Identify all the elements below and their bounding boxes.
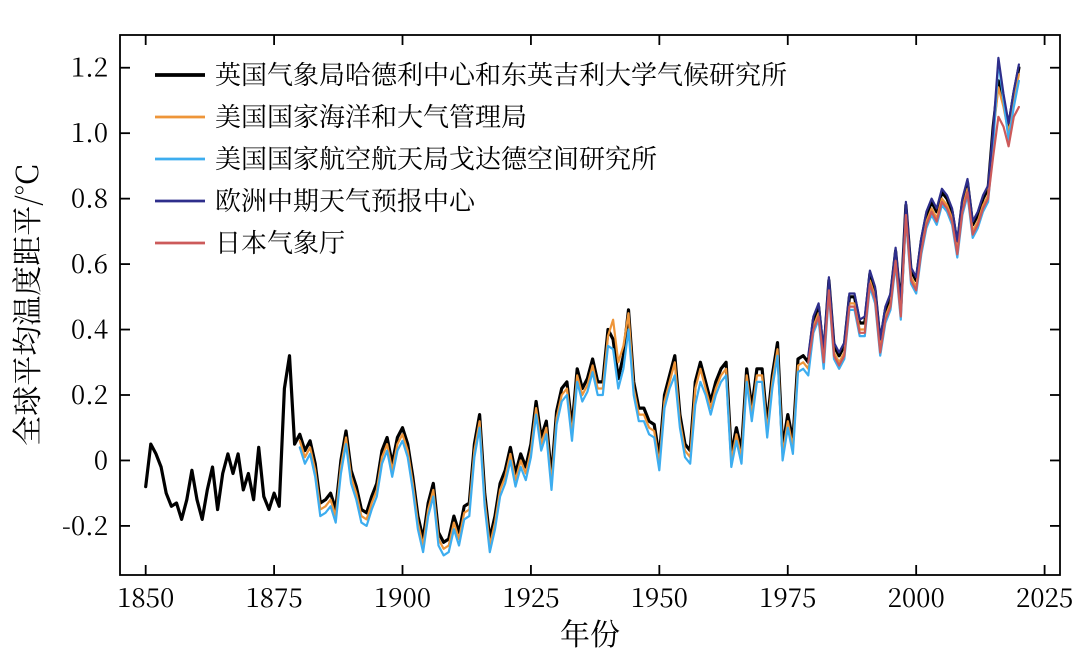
x-tick-label: 1925 (502, 578, 559, 615)
y-tick-label: 0.2 (71, 375, 108, 412)
legend-label: 美国国家航空航天局戈达德空间研究所 (215, 139, 657, 176)
series-jma (808, 107, 1019, 366)
y-tick-label: 0.6 (71, 244, 108, 281)
x-tick-label: 2000 (888, 578, 945, 615)
legend-label: 英国气象局哈德利中心和东英吉利大学气候研究所 (215, 55, 787, 92)
temperature-anomaly-chart: 1850 1875 1900 1925 1950 1975 2000 2025 -0.2 0 0.2… (0, 0, 1080, 666)
y-tick-label: 1.0 (71, 113, 108, 150)
x-tick-label: 1875 (245, 578, 302, 615)
x-tick-label: 1850 (117, 578, 174, 615)
x-tick-label: 2025 (1016, 578, 1073, 615)
y-tick-label: 0 (94, 440, 108, 477)
x-axis-label: 年份 (560, 610, 620, 654)
y-tick-label: 0.8 (71, 179, 108, 216)
y-tick-label: 1.2 (71, 48, 108, 85)
x-tick-label: 1950 (631, 578, 688, 615)
y-tick-label: -0.2 (62, 506, 108, 543)
x-tick-label: 1975 (759, 578, 816, 615)
series-ecmwf (808, 58, 1019, 356)
series-nasa (300, 61, 1019, 555)
legend-label: 欧洲中期天气预报中心 (215, 181, 476, 218)
chart-svg: 1850 1875 1900 1925 1950 1975 2000 2025 -0.2 0 0.2… (0, 0, 1080, 666)
legend-label: 美国国家海洋和大气管理局 (215, 97, 527, 134)
y-tick-label: 0.4 (71, 310, 108, 347)
x-tick-label: 1900 (374, 578, 431, 615)
y-axis-label: 全球平均温度距平/°C (3, 164, 47, 446)
legend-label: 日本气象厅 (215, 223, 345, 260)
